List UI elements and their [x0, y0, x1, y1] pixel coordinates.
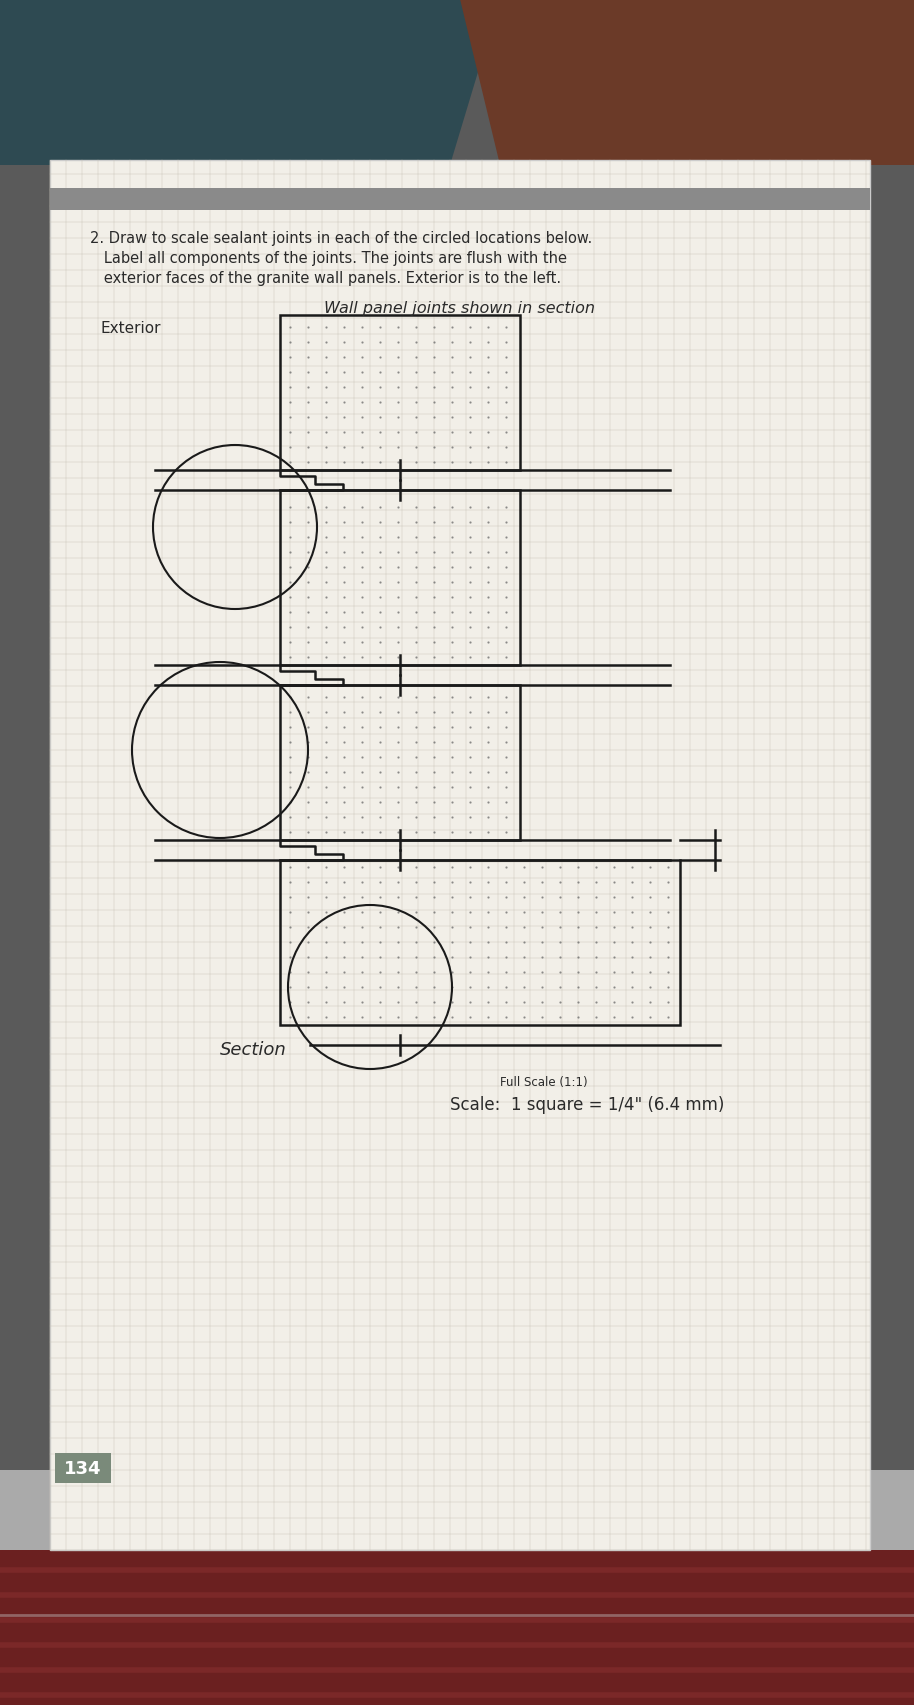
Text: 134: 134: [64, 1459, 101, 1477]
Text: Label all components of the joints. The joints are flush with the: Label all components of the joints. The …: [90, 251, 567, 266]
Bar: [280, 315, 520, 471]
Bar: [280, 861, 680, 1025]
Bar: [50, 160, 870, 1550]
Bar: [280, 491, 520, 665]
Bar: [0, 1506, 914, 1705]
Text: Exterior: Exterior: [100, 321, 161, 336]
Polygon shape: [0, 0, 500, 165]
Text: 2. Draw to scale sealant joints in each of the circled locations below.: 2. Draw to scale sealant joints in each …: [90, 230, 592, 246]
Text: Wall panel joints shown in section: Wall panel joints shown in section: [324, 300, 596, 315]
Bar: [50, 189, 870, 211]
Bar: [280, 685, 520, 841]
Bar: [0, 1470, 914, 1550]
Text: Section: Section: [220, 1040, 287, 1059]
Bar: [55, 1453, 111, 1483]
Polygon shape: [460, 0, 914, 165]
Text: Scale:  1 square = 1/4" (6.4 mm): Scale: 1 square = 1/4" (6.4 mm): [450, 1095, 725, 1113]
Text: Full Scale (1:1): Full Scale (1:1): [500, 1076, 588, 1088]
Text: exterior faces of the granite wall panels. Exterior is to the left.: exterior faces of the granite wall panel…: [90, 271, 561, 286]
Bar: [0, 1534, 914, 1705]
